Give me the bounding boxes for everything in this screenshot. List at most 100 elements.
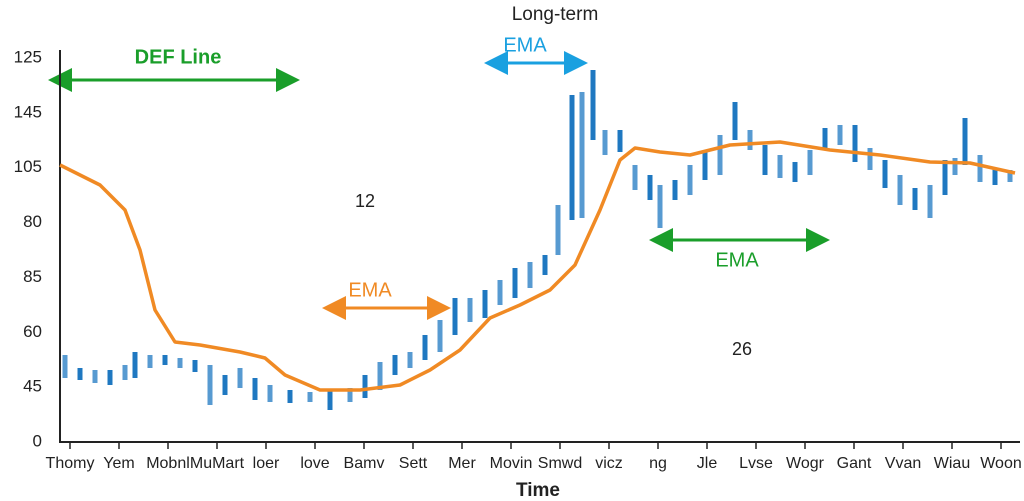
- price-bar: [807, 150, 813, 175]
- price-bar: [569, 95, 575, 220]
- price-bar: [207, 365, 213, 405]
- x-tick-label: Movin: [490, 455, 533, 472]
- price-bar: [555, 205, 561, 255]
- price-bar: [287, 390, 293, 403]
- price-bar: [962, 118, 968, 165]
- x-tick-label: Woon: [980, 455, 1022, 472]
- price-bar: [579, 92, 585, 218]
- price-bar: [92, 370, 98, 383]
- x-tick-label: Lvse: [739, 455, 773, 472]
- price-bar: [77, 368, 83, 380]
- price-bar: [942, 160, 948, 195]
- price-bar: [590, 70, 596, 140]
- price-bar: [482, 290, 488, 318]
- price-bar: [792, 162, 798, 182]
- price-bar: [732, 102, 738, 140]
- price-bar: [407, 352, 413, 368]
- price-bar: [467, 298, 473, 322]
- price-bar: [702, 152, 708, 180]
- x-tick-label: Yem: [103, 455, 134, 472]
- price-bar: [237, 368, 243, 388]
- y-tick-label: 0: [33, 431, 42, 450]
- x-tick-label: Mobnl: [146, 455, 190, 472]
- price-bar: [377, 362, 383, 390]
- price-bar: [777, 155, 783, 178]
- price-bar: [687, 165, 693, 195]
- y-tick-label: 125: [14, 47, 42, 66]
- price-bar: [162, 355, 168, 365]
- price-bar: [717, 135, 723, 175]
- price-bar: [122, 365, 128, 380]
- x-tick-label: ng: [649, 455, 667, 472]
- x-tick-label: MuMart: [190, 455, 245, 472]
- price-bar: [132, 352, 138, 378]
- price-bar: [602, 130, 608, 155]
- price-bar: [747, 130, 753, 150]
- y-tick-label: 80: [23, 212, 42, 231]
- chart-title: Long-term: [512, 4, 599, 25]
- y-tick-label: 145: [14, 102, 42, 121]
- annotation: EMA: [503, 34, 547, 56]
- price-bar: [762, 145, 768, 175]
- price-bar: [437, 320, 443, 352]
- y-tick-label: 105: [14, 157, 42, 176]
- price-bar: [852, 125, 858, 162]
- x-tick-label: love: [300, 455, 329, 472]
- price-bar: [927, 185, 933, 218]
- price-bar: [867, 148, 873, 170]
- y-tick-label: 60: [23, 322, 42, 341]
- price-bar: [392, 355, 398, 375]
- x-tick-label: Smwd: [538, 455, 582, 472]
- price-bar: [147, 355, 153, 368]
- price-bar: [222, 375, 228, 395]
- x-axis-title: Time: [516, 480, 560, 501]
- annotation: 26: [732, 339, 752, 359]
- price-bar: [822, 128, 828, 150]
- price-bar: [952, 158, 958, 175]
- price-bar: [177, 358, 183, 368]
- price-bar: [1007, 170, 1013, 182]
- price-bar: [362, 375, 368, 398]
- price-bar: [307, 392, 313, 402]
- annotation: EMA: [348, 279, 392, 301]
- x-tick-label: Vvan: [885, 455, 921, 472]
- x-tick-label: loer: [253, 455, 280, 472]
- price-bar: [107, 370, 113, 385]
- price-bar: [542, 255, 548, 275]
- annotation: 12: [355, 191, 375, 211]
- price-bar: [977, 155, 983, 182]
- price-bar: [347, 388, 353, 402]
- price-bar: [452, 298, 458, 335]
- price-bar: [837, 125, 843, 145]
- price-bar: [497, 280, 503, 305]
- x-tick-label: Thomy: [46, 455, 95, 472]
- price-bar: [632, 165, 638, 190]
- x-tick-label: Jle: [697, 455, 718, 472]
- x-tick-label: Mer: [448, 455, 476, 472]
- price-bar: [327, 390, 333, 410]
- price-bar: [267, 385, 273, 402]
- price-bar: [192, 360, 198, 372]
- price-bar: [912, 188, 918, 210]
- price-bar: [992, 168, 998, 185]
- price-bar: [252, 378, 258, 400]
- x-tick-label: Bamv: [344, 455, 385, 472]
- x-tick-label: Sett: [399, 455, 428, 472]
- x-tick-label: vicz: [595, 455, 623, 472]
- price-bar: [882, 160, 888, 188]
- price-bar: [527, 262, 533, 288]
- line-series: [59, 140, 1016, 392]
- price-bar: [897, 175, 903, 205]
- y-tick-label: 45: [23, 377, 42, 396]
- price-bar: [672, 180, 678, 200]
- x-tick-label: Wiau: [934, 455, 970, 472]
- price-bar: [422, 335, 428, 360]
- price-bar: [647, 175, 653, 200]
- annotation: EMA: [715, 249, 759, 271]
- x-tick-label: Wogr: [786, 455, 825, 472]
- y-tick-label: 85: [23, 267, 42, 286]
- annotation: DEF Line: [135, 46, 222, 68]
- price-bar: [512, 268, 518, 298]
- price-bar: [62, 355, 68, 378]
